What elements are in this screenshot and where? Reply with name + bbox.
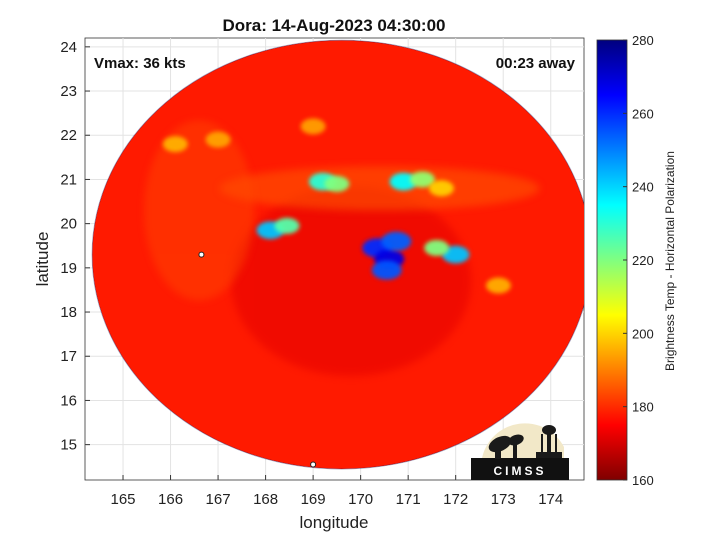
y-tick-label: 23 <box>60 83 77 100</box>
convective-cell <box>441 245 470 264</box>
convective-cell <box>162 136 188 153</box>
chart-title: Dora: 14-Aug-2023 04:30:00 <box>223 16 446 35</box>
colorbar-label: Brightness Temp - Horizontal Polarizatio… <box>663 151 677 371</box>
convective-cell <box>371 260 402 280</box>
colorbar-tick-label: 220 <box>632 253 654 268</box>
y-axis-ticks: 15 16 17 18 19 20 21 22 23 24 <box>60 39 90 454</box>
rainband-region <box>219 166 540 211</box>
west-band-region <box>144 120 255 301</box>
y-tick-label: 24 <box>60 39 77 56</box>
y-tick-label: 17 <box>60 348 77 365</box>
y-tick-label: 15 <box>60 437 77 454</box>
y-tick-label: 16 <box>60 392 77 409</box>
vmax-label: Vmax: 36 kts <box>94 55 186 72</box>
y-tick-label: 22 <box>60 127 77 144</box>
convective-cell <box>424 239 450 256</box>
x-tick-label: 171 <box>396 491 421 508</box>
y-tick-label: 21 <box>60 171 77 188</box>
convective-cell <box>381 231 412 251</box>
cold-core-region <box>231 186 472 377</box>
x-tick-label: 166 <box>158 491 183 508</box>
convective-cell <box>300 118 326 135</box>
y-tick-label: 18 <box>60 304 77 321</box>
colorbar <box>596 39 628 481</box>
logo-text: CIMSS <box>493 464 546 478</box>
swath <box>91 39 584 470</box>
y-axis-label: latitude <box>33 232 52 287</box>
swath-image <box>92 40 584 469</box>
x-tick-label: 174 <box>538 491 563 508</box>
colorbar-tick-label: 200 <box>632 326 654 341</box>
y-tick-label: 19 <box>60 260 77 277</box>
convective-cell <box>409 171 435 188</box>
convective-cell <box>324 175 350 192</box>
colorbar-tick-label: 260 <box>632 106 654 121</box>
time-offset-label: 00:23 away <box>496 55 576 72</box>
convective-cell <box>205 131 231 148</box>
swath-edge <box>91 39 584 470</box>
x-axis-label: longitude <box>299 513 368 532</box>
markers <box>198 251 317 468</box>
x-tick-label: 173 <box>491 491 516 508</box>
colorbar-tick-label: 240 <box>632 180 654 195</box>
colorbar-ticks: 160 180 200 220 240 260 280 <box>623 33 654 488</box>
colorbar-tick-label: 180 <box>632 400 654 415</box>
convective-cell <box>274 217 300 234</box>
x-tick-label: 165 <box>111 491 136 508</box>
colorbar-tick-label: 160 <box>632 473 654 488</box>
location-marker <box>198 251 205 258</box>
convective-cell <box>485 277 511 294</box>
convective-cell <box>428 180 454 197</box>
y-tick-label: 20 <box>60 216 77 233</box>
convective-cell <box>389 172 418 191</box>
cimss-logo-icon: CIMSS <box>471 423 569 480</box>
x-tick-label: 172 <box>443 491 468 508</box>
location-marker <box>310 461 317 468</box>
colorbar-tick-label: 280 <box>632 33 654 48</box>
x-axis-ticks: 165 166 167 168 169 170 171 172 173 174 <box>111 475 563 508</box>
x-tick-label: 167 <box>206 491 231 508</box>
x-tick-label: 169 <box>301 491 326 508</box>
x-tick-label: 168 <box>253 491 278 508</box>
x-tick-label: 170 <box>348 491 373 508</box>
